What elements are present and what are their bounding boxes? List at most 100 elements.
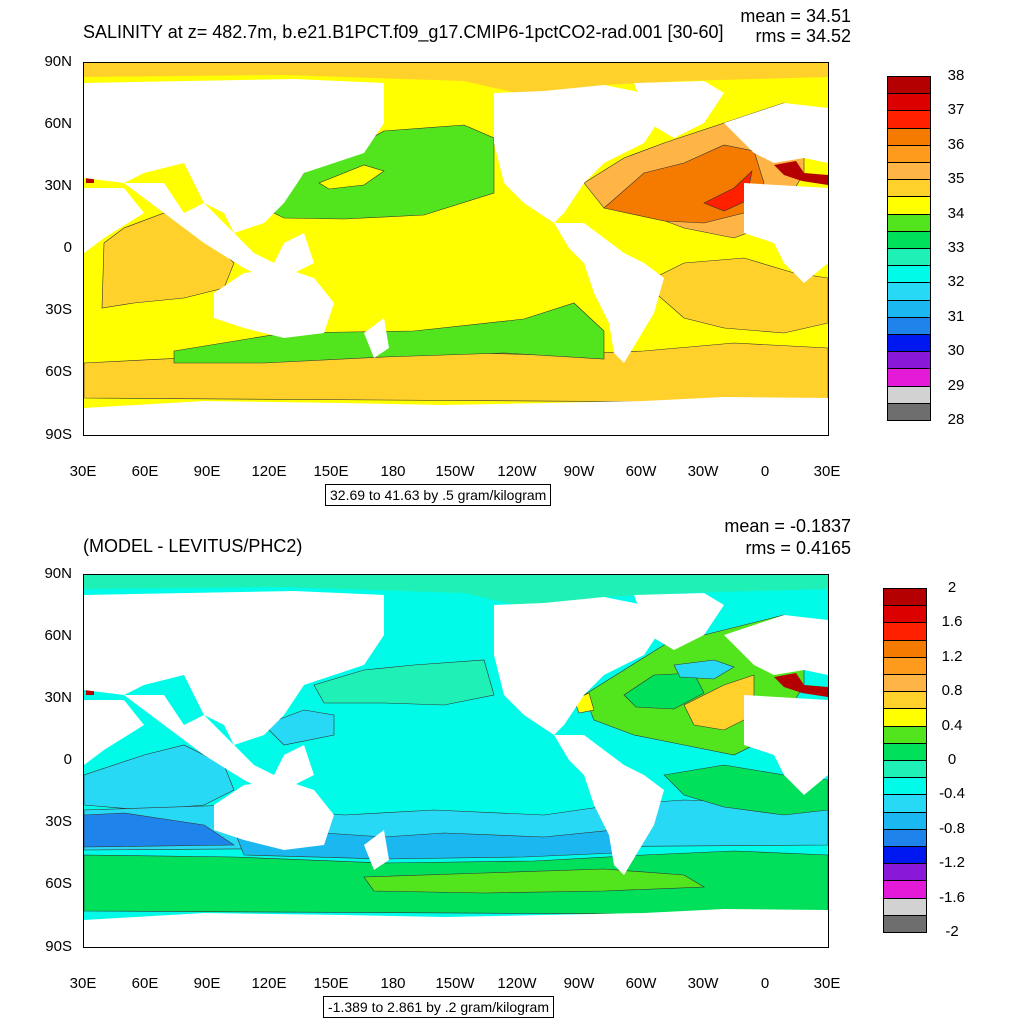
p1-land-samerica (554, 223, 664, 363)
p2-lat-90n: 90N (44, 565, 72, 582)
colorbar-swatch (883, 742, 927, 761)
p2-land-southasia (124, 695, 314, 790)
p1-lat-90s: 90S (45, 426, 72, 443)
colorbar-swatch (887, 385, 931, 404)
p2-wpacific (263, 709, 335, 746)
colorbar-swatch (883, 897, 927, 916)
p1-lon-label: 60W (625, 463, 657, 480)
p2-lon-label: 0 (760, 975, 770, 992)
p1-lon-label: 30E (69, 463, 97, 480)
colorbar-label: 32 (947, 273, 965, 291)
colorbar-swatch (887, 351, 931, 370)
colorbar-swatch (887, 248, 931, 267)
p1-redsea-patch (86, 175, 94, 183)
p2-lat-0: 0 (63, 751, 72, 768)
panel2-title: (MODEL - LEVITUS/PHC2) (83, 536, 303, 556)
p1-land-africa-east (84, 188, 144, 253)
p1-lon-label: 0 (760, 463, 770, 480)
p2-lat-60s: 60S (45, 875, 72, 892)
colorbar-swatch (883, 674, 927, 693)
p2-lon-label: 120W (497, 975, 537, 992)
p2-land-nz (364, 830, 389, 870)
p1-lon-label: 120E (251, 463, 287, 480)
p2-lon-label: 180 (380, 975, 406, 992)
p1-lat-0: 0 (63, 239, 72, 256)
p2-land-europe (724, 615, 828, 675)
p1-lon-label: 180 (380, 463, 406, 480)
p1-satlantic-high (643, 257, 828, 334)
p1-lat-30s: 30S (45, 301, 72, 318)
p1-lon-label: 150W (435, 463, 475, 480)
panel1-mean: mean = 34.51 (740, 6, 851, 26)
p1-arctic (84, 63, 828, 97)
colorbar-swatch (883, 811, 927, 830)
colorbar-label: 2 (947, 579, 957, 596)
p1-lat-90n: 90N (44, 53, 72, 70)
p2-land-greenland (634, 593, 724, 650)
p1-southern-low (173, 302, 605, 364)
colorbar-label: 0.8 (941, 682, 963, 700)
p2-land-australia (214, 780, 334, 850)
colorbar-swatch (883, 588, 927, 607)
panel1-rms: rms = 34.52 (755, 26, 851, 46)
colorbar-swatch (883, 691, 927, 710)
colorbar-label: 28 (947, 411, 965, 428)
p1-lon-label: 30E (813, 463, 841, 480)
colorbar-swatch (887, 110, 931, 129)
p1-land-southasia (124, 183, 314, 278)
panel2-rms: rms = 0.4165 (745, 538, 851, 558)
p2-lon-label: 60E (131, 975, 159, 992)
panel1-map (83, 62, 829, 436)
colorbar-swatch (887, 368, 931, 387)
colorbar-swatch (883, 863, 927, 882)
colorbar-swatch (887, 76, 931, 95)
colorbar-label: -0.8 (939, 819, 965, 837)
p2-natlantic-pos0 (623, 672, 705, 710)
colorbar-label: -0.4 (939, 785, 965, 803)
colorbar-label: -1.6 (939, 888, 965, 906)
p1-land-nz (364, 318, 389, 358)
p1-lon-label: 30W (687, 463, 719, 480)
p1-lon-label: 150E (313, 463, 349, 480)
colorbar-label: 35 (947, 170, 965, 188)
p2-land-africa-west (744, 695, 828, 795)
p2-south-neg3 (84, 812, 235, 848)
panel2-colorbar (883, 588, 927, 933)
p2-lon-label: 150W (435, 975, 475, 992)
colorbar-label: 34 (947, 204, 965, 222)
colorbar-label: 37 (947, 101, 965, 119)
p2-land-antarctica (84, 909, 828, 947)
p2-arctic (84, 575, 828, 609)
p2-lon-label: 30E (69, 975, 97, 992)
p2-lon-label: 60W (625, 975, 657, 992)
p2-lon-label: 120E (251, 975, 287, 992)
colorbar-label: 33 (947, 239, 965, 256)
colorbar-label: 29 (947, 376, 965, 394)
colorbar-label: 30 (947, 342, 965, 360)
p2-natlantic-neg1 (673, 659, 735, 680)
p2-lat-90s: 90S (45, 938, 72, 955)
colorbar-swatch (883, 914, 927, 933)
colorbar-swatch (883, 622, 927, 641)
p1-lon-label: 120W (497, 463, 537, 480)
colorbar-swatch (887, 265, 931, 284)
colorbar-swatch (887, 402, 931, 421)
p1-lat-60s: 60S (45, 363, 72, 380)
p2-land-eurasia (84, 591, 384, 745)
p1-lon-label: 60E (131, 463, 159, 480)
colorbar-swatch (883, 828, 927, 847)
p2-southern-pos1 (363, 868, 706, 894)
p2-lat-30s: 30S (45, 813, 72, 830)
panel2-map-svg (84, 575, 828, 947)
p2-lon-label: 30W (687, 975, 719, 992)
colorbar-swatch (887, 316, 931, 335)
panel2-mean: mean = -0.1837 (724, 516, 851, 536)
colorbar-label: 31 (947, 307, 965, 325)
colorbar-swatch (887, 127, 931, 146)
colorbar-swatch (883, 777, 927, 796)
colorbar-swatch (883, 605, 927, 624)
p2-mediterranean (774, 673, 828, 697)
panel1-colorbar (887, 76, 931, 421)
colorbar-swatch (887, 334, 931, 353)
colorbar-label: 36 (947, 135, 965, 153)
